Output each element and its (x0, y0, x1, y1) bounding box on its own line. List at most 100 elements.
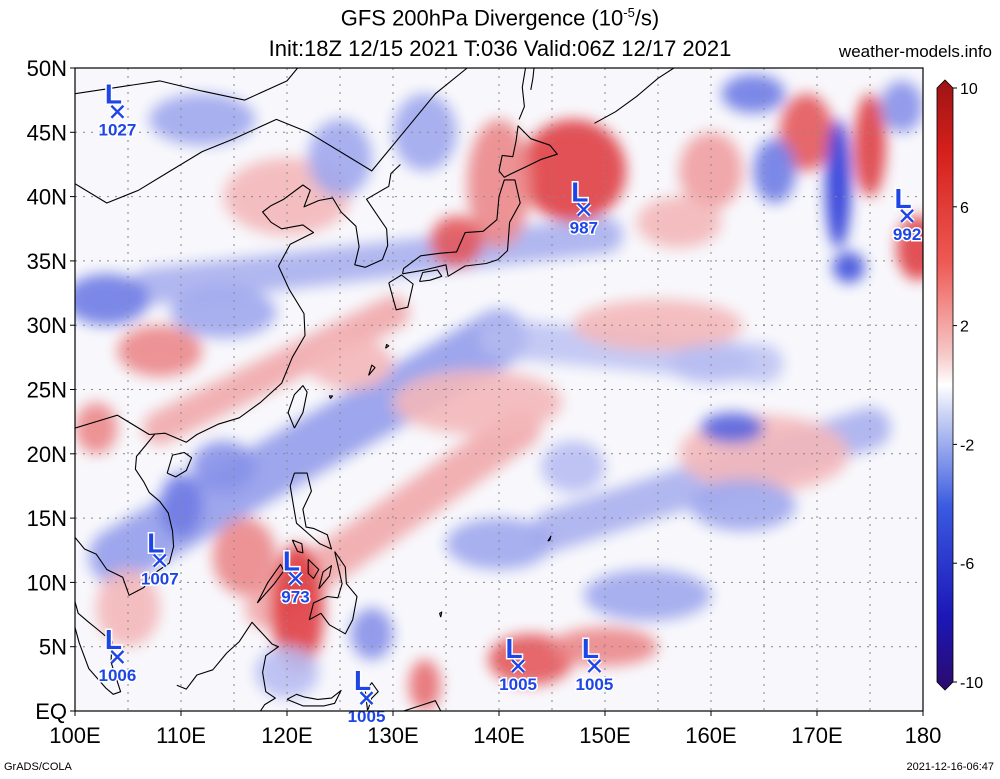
divergence-cell (583, 569, 712, 621)
coastline (388, 274, 414, 311)
coastline (75, 434, 175, 596)
coastline (318, 565, 333, 590)
low-pressure-value: 1027 (98, 121, 136, 140)
lon-tick-label: 130E (367, 723, 418, 748)
coastline (364, 682, 379, 711)
divergence-cell (541, 440, 605, 493)
divergence-cell (96, 569, 160, 647)
divergence-cell (880, 80, 923, 133)
lon-tick-label: 120E (261, 723, 312, 748)
axes: EQ 5N 10N 15N 20N 25N 30N 35N 40N 45N 50N 100E 110E 1… (27, 56, 942, 748)
low-pressure-marker: L 992 (891, 181, 922, 245)
low-pressure-marker: L 1006 (97, 622, 138, 686)
divergence-cell (393, 370, 563, 435)
map-frame: L1027L1007L1006L973L1005L1005L1005L987L9… (74, 67, 924, 728)
graticule (75, 68, 923, 711)
divergence-cell (679, 132, 743, 210)
divergence-cell (446, 518, 552, 570)
divergence-cell (212, 518, 277, 596)
divergence-cell (393, 93, 457, 171)
low-center-x (152, 553, 167, 568)
coastline (498, 125, 558, 178)
lat-tick-label: 45N (27, 120, 67, 145)
coastline (403, 700, 442, 711)
footer-credit: GrADS/COLA (4, 761, 72, 773)
colorbar: 10 6 2 -2 -6 -10 (936, 79, 983, 692)
divergence-cell (854, 93, 886, 197)
low-label: L (506, 633, 523, 664)
lat-tick-label: 40N (27, 185, 67, 210)
coastline (166, 451, 193, 478)
low-label: L (105, 624, 122, 655)
divergence-cell (255, 646, 319, 699)
low-pressure-value: 1005 (499, 675, 537, 694)
coastline (530, 68, 535, 90)
coastline (547, 535, 552, 542)
low-center-x (288, 571, 303, 586)
low-label: L (571, 176, 588, 207)
low-pressure-marker: L 1005 (498, 631, 539, 695)
divergence-band (131, 217, 624, 305)
lat-tick-label: 35N (27, 249, 67, 274)
divergence-cell (520, 119, 627, 223)
divergence-cell (825, 119, 851, 249)
lon-tick-label: 100E (49, 723, 100, 748)
lon-tick-label: 160E (685, 723, 736, 748)
lat-tick-label: EQ (35, 699, 67, 724)
coastline (286, 689, 342, 707)
low-pressure-value: 1005 (575, 675, 613, 694)
low-pressure-value: 973 (281, 588, 309, 607)
low-pressure-value: 992 (893, 225, 921, 244)
title-prefix: GFS 200hPa Divergence (10 (340, 5, 624, 31)
divergence-cell (689, 479, 796, 531)
low-center-x (576, 202, 591, 217)
divergence-cell (308, 338, 393, 390)
divergence-cell (753, 138, 796, 204)
divergence-band (143, 295, 410, 445)
lat-tick-label: 20N (27, 442, 67, 467)
coastline (75, 601, 122, 695)
lat-tick-label: 30N (27, 313, 67, 338)
colorbar-label: -2 (960, 437, 974, 454)
divergence-cell (117, 325, 203, 377)
lat-tick-label: 5N (39, 635, 67, 660)
low-center-x (587, 659, 602, 673)
coastline (328, 395, 334, 399)
footer-timestamp: 2021-12-16-06:47 (906, 761, 994, 773)
site-credit: weather-models.info (838, 42, 992, 61)
low-label: L (105, 79, 122, 110)
low-pressure-marker: L 1007 (139, 526, 180, 590)
low-pressure-marker: L 1027 (97, 77, 138, 141)
coastline (176, 621, 280, 711)
divergence-cell (430, 215, 484, 268)
coastline (385, 343, 390, 349)
lon-tick-label: 140E (473, 723, 524, 748)
low-pressure-value: 1007 (141, 570, 179, 589)
low-label: L (147, 528, 164, 559)
low-center-x (359, 691, 374, 705)
divergence-cell (779, 93, 833, 171)
divergence-field (75, 74, 923, 711)
low-pressure-value: 1006 (98, 666, 136, 685)
divergence-cell (700, 412, 764, 444)
lat-tick-label: 25N (27, 378, 67, 403)
coastline (307, 558, 320, 580)
title-suffix: /s) (634, 5, 660, 31)
lat-tick-label: 15N (27, 506, 67, 531)
low-pressure-marker: L 973 (280, 544, 311, 608)
coastlines (75, 68, 675, 711)
chart-title: GFS 200hPa Divergence (10-5/s) (0, 5, 1000, 31)
lon-tick-label: 150E (579, 723, 630, 748)
colorbar-label: -6 (960, 556, 974, 573)
low-center-x (110, 104, 125, 119)
colorbar-label: 10 (960, 81, 978, 98)
divergence-cell (832, 251, 865, 283)
divergence-cell (75, 273, 150, 326)
coastline (439, 611, 443, 618)
colorbar-label: 2 (960, 319, 969, 336)
low-pressure-centers: L1027L1007L1006L973L1005L1005L1005L987L9… (97, 77, 923, 727)
coastline (75, 68, 468, 204)
low-center-x (511, 659, 525, 673)
coastline (594, 68, 675, 124)
